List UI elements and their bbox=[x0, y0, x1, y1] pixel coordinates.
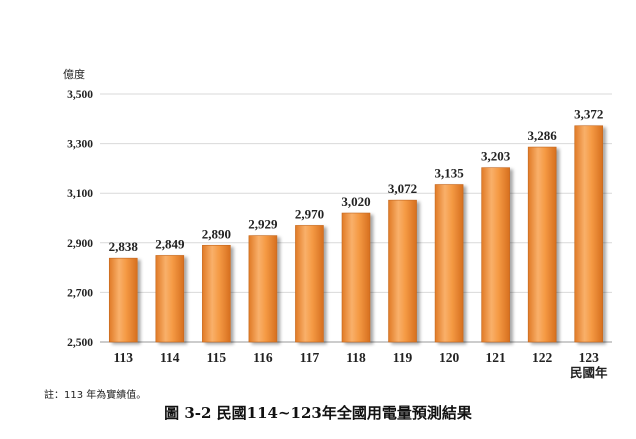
y-tick-label: 2,500 bbox=[67, 337, 93, 349]
bar-118 bbox=[341, 212, 371, 343]
data-label-122: 3,286 bbox=[528, 128, 558, 143]
x-axis-ticks: 113 114 115 116 117 118 119 120 121 122 123 bbox=[114, 350, 600, 365]
data-labels: 2,838 2,849 2,890 2,929 2,970 3,020 3,072 3,135… bbox=[109, 107, 604, 254]
bar-123 bbox=[574, 125, 604, 343]
x-tick-label: 113 bbox=[114, 350, 134, 365]
x-tick-label: 116 bbox=[253, 350, 273, 365]
data-label-115: 2,890 bbox=[202, 226, 231, 241]
x-tick-label: 122 bbox=[532, 350, 553, 365]
x-tick-label: 120 bbox=[439, 350, 460, 365]
bar-113 bbox=[108, 257, 138, 343]
bar-115 bbox=[202, 244, 231, 343]
x-axis-unit: 民國年 bbox=[570, 365, 608, 380]
x-tick-label: 115 bbox=[207, 350, 227, 365]
y-tick-label: 3,500 bbox=[67, 89, 93, 101]
data-label-119: 3,072 bbox=[388, 181, 417, 196]
data-label-113: 2,838 bbox=[109, 239, 139, 254]
x-tick-label: 119 bbox=[393, 350, 413, 365]
x-tick-label: 114 bbox=[160, 350, 180, 365]
bar-chart: 2,500 2,700 2,900 3,100 3,300 3,500 2,838 2,84… bbox=[63, 67, 612, 380]
bar-120 bbox=[434, 184, 464, 343]
bar-114 bbox=[155, 255, 185, 343]
data-label-118: 3,020 bbox=[341, 194, 370, 209]
bar-116 bbox=[248, 235, 278, 343]
y-tick-label: 3,100 bbox=[67, 188, 93, 200]
bar-117 bbox=[295, 225, 324, 343]
data-label-123: 3,372 bbox=[574, 107, 603, 122]
x-tick-label: 117 bbox=[300, 350, 320, 365]
figure-caption: 圖 3-2 民國114~123年全國用電量預測結果 bbox=[164, 404, 472, 422]
y-tick-label: 2,700 bbox=[67, 287, 93, 299]
x-tick-label: 121 bbox=[486, 350, 507, 365]
y-tick-label: 2,900 bbox=[67, 238, 93, 250]
x-tick-label: 123 bbox=[579, 350, 600, 365]
bar-122 bbox=[527, 146, 557, 343]
bars bbox=[108, 125, 604, 343]
footnote: 註：113 年為實績值。 bbox=[44, 390, 147, 401]
y-tick-label: 3,300 bbox=[67, 139, 93, 151]
data-label-121: 3,203 bbox=[481, 149, 511, 164]
y-axis-unit: 億度 bbox=[63, 67, 85, 81]
data-label-116: 2,929 bbox=[248, 217, 278, 232]
x-tick-label: 118 bbox=[346, 350, 366, 365]
bar-121 bbox=[481, 167, 510, 343]
y-axis-ticks: 2,500 2,700 2,900 3,100 3,300 3,500 bbox=[67, 89, 93, 349]
bar-119 bbox=[388, 199, 417, 343]
data-label-117: 2,970 bbox=[295, 206, 324, 221]
data-label-114: 2,849 bbox=[155, 236, 185, 251]
data-label-120: 3,135 bbox=[434, 166, 464, 181]
